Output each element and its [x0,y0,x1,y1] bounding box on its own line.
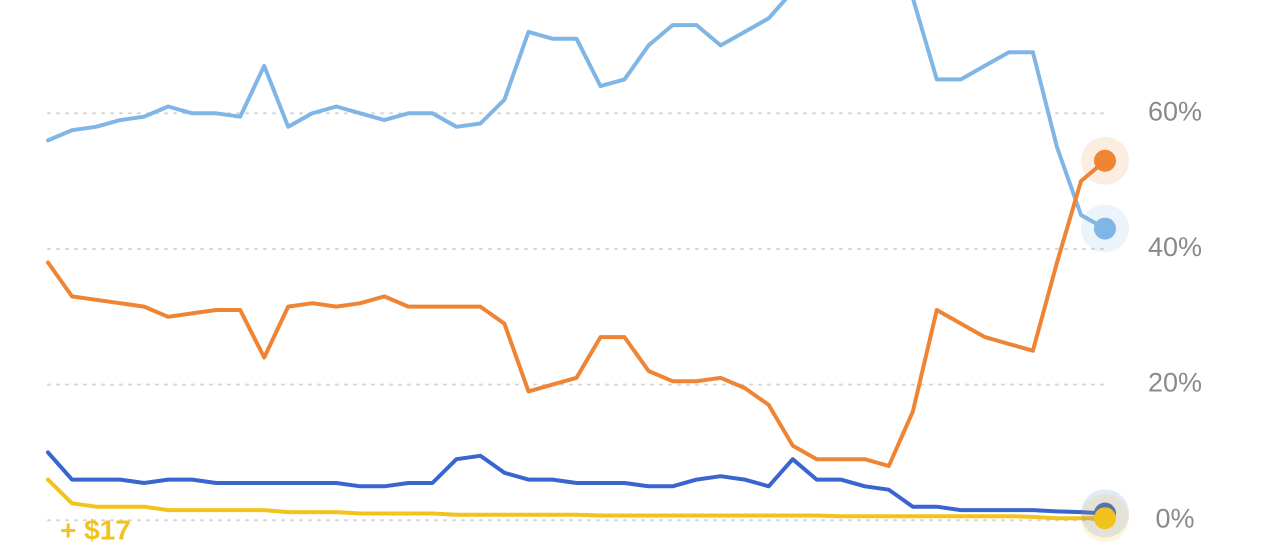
series-line [46,477,1107,521]
y-tick-label: 0% [1155,503,1194,533]
series-line [46,158,1107,468]
end-dots [1081,136,1129,543]
end-dot [1094,217,1116,240]
series-line [46,0,1107,231]
lines [46,0,1107,521]
annotation: + $17 [60,514,131,544]
series-line [46,450,1107,516]
y-tick-label: 40% [1148,232,1202,262]
y-tick-label: 60% [1148,96,1202,126]
y-tick-label: 20% [1148,368,1202,398]
end-dot [1094,149,1116,172]
grid: 0% 20% 40% 60% [47,96,1202,533]
end-dot [1094,507,1116,530]
